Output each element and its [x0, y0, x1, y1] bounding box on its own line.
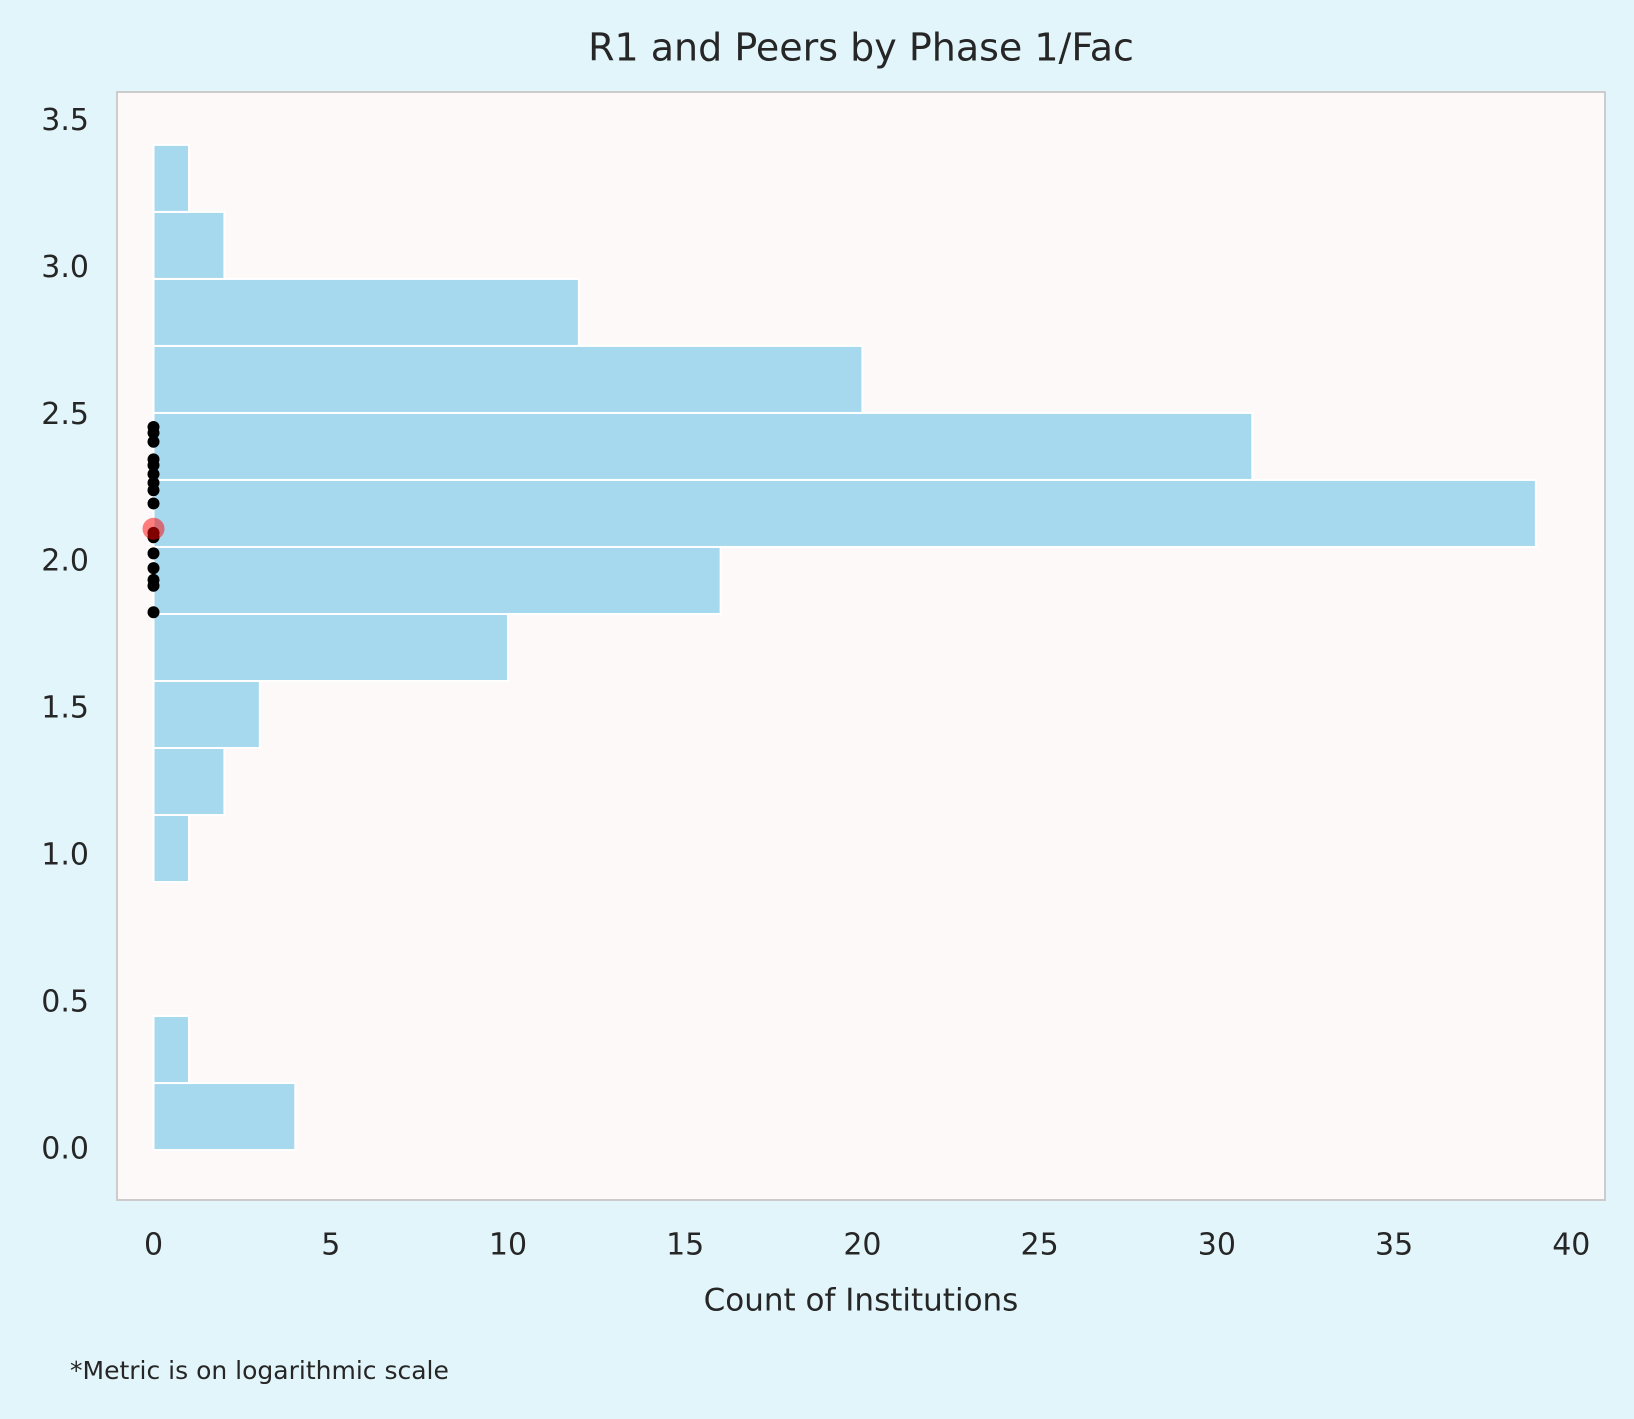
chart-title: R1 and Peers by Phase 1/Fac: [588, 26, 1134, 70]
peer-point: [147, 468, 160, 481]
bar: [152, 612, 509, 682]
peer-point: [147, 459, 160, 472]
peer-point: [147, 606, 160, 619]
bar: [152, 545, 722, 615]
x-tick-label: 10: [489, 1228, 527, 1263]
peer-point: [147, 435, 160, 448]
bar: [152, 478, 1537, 548]
bar: [152, 746, 226, 816]
y-tick-label: 1.0: [41, 838, 89, 873]
footnote: *Metric is on logarithmic scale: [70, 1356, 449, 1385]
peer-point: [147, 579, 160, 592]
y-tick-label: 2.0: [41, 544, 89, 579]
bar: [152, 411, 1254, 481]
peer-point: [147, 484, 160, 497]
bar: [152, 679, 261, 749]
x-tick-label: 0: [144, 1228, 163, 1263]
peer-point: [147, 547, 160, 560]
peer-point: [147, 426, 160, 439]
bar: [152, 344, 864, 414]
x-tick-label: 15: [666, 1228, 704, 1263]
y-tick-label: 3.5: [41, 103, 89, 138]
y-tick-label: 2.5: [41, 397, 89, 432]
y-tick-label: 0.0: [41, 1132, 89, 1167]
bar: [152, 277, 580, 347]
y-tick-label: 0.5: [41, 985, 89, 1020]
bar: [152, 1082, 297, 1152]
x-tick-label: 25: [1021, 1228, 1059, 1263]
peer-point: [147, 497, 160, 510]
peer-point: [147, 562, 160, 575]
x-tick-label: 20: [843, 1228, 881, 1263]
bar: [152, 813, 190, 884]
highlight-point: [142, 517, 165, 540]
x-tick-label: 40: [1552, 1228, 1590, 1263]
x-tick-label: 35: [1375, 1228, 1413, 1263]
bar: [152, 1015, 190, 1085]
y-tick-label: 1.5: [41, 691, 89, 726]
x-tick-label: 5: [321, 1228, 340, 1263]
bar: [152, 210, 226, 280]
y-tick-label: 3.0: [41, 250, 89, 285]
bar: [152, 143, 190, 213]
x-axis-label: Count of Institutions: [704, 1283, 1019, 1319]
x-tick-label: 30: [1198, 1228, 1236, 1263]
